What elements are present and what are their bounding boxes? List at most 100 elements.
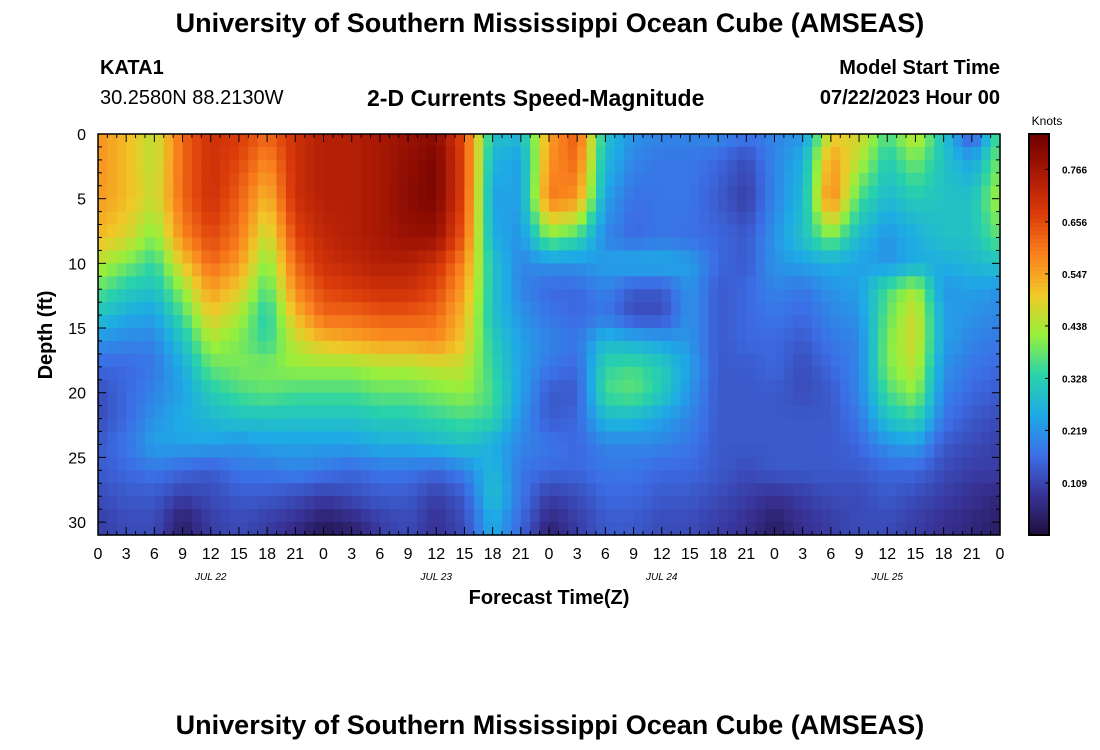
heatmap-cell <box>379 237 390 252</box>
x-tick-label: 3 <box>347 546 356 563</box>
heatmap-cell <box>708 379 719 394</box>
heatmap-cell <box>708 276 719 290</box>
heatmap-cell <box>455 522 466 536</box>
heatmap-cell <box>464 211 475 226</box>
heatmap-cell <box>708 470 719 484</box>
heatmap-cell <box>398 172 409 187</box>
heatmap-cell <box>511 444 522 458</box>
heatmap-cell <box>877 263 888 277</box>
heatmap-cell <box>445 250 456 264</box>
heatmap-cell <box>614 328 625 342</box>
heatmap-cell <box>267 276 278 290</box>
heatmap-cell <box>736 366 747 381</box>
heatmap-cell <box>464 134 475 148</box>
heatmap-cell <box>191 353 202 368</box>
heatmap-cell <box>473 185 484 200</box>
heatmap-cell <box>971 172 982 187</box>
heatmap-cell <box>370 237 381 252</box>
heatmap-cell <box>830 263 841 277</box>
heatmap-cell <box>746 509 757 523</box>
heatmap-cell <box>351 198 362 213</box>
heatmap-cell <box>859 289 870 303</box>
heatmap-cell <box>586 470 597 484</box>
heatmap-cell <box>877 302 888 316</box>
heatmap-cell <box>699 509 710 523</box>
heatmap-cell <box>624 237 635 252</box>
heatmap-cell <box>107 509 118 523</box>
heatmap-cell <box>502 185 513 200</box>
heatmap-cell <box>595 483 606 497</box>
heatmap-cell <box>248 237 259 252</box>
heatmap-cell <box>708 302 719 316</box>
heatmap-cell <box>295 379 306 394</box>
heatmap-cell <box>736 470 747 484</box>
heatmap-cell <box>483 418 494 433</box>
heatmap-cell <box>671 418 682 433</box>
heatmap-cell <box>426 185 437 200</box>
heatmap-cell <box>567 340 578 355</box>
heatmap-cell <box>267 405 278 420</box>
heatmap-cell <box>680 328 691 342</box>
heatmap-cell <box>868 328 879 342</box>
heatmap-cell <box>915 185 926 200</box>
heatmap-cell <box>633 392 644 407</box>
heatmap-cell <box>915 496 926 510</box>
heatmap-cell <box>332 185 343 200</box>
heatmap-cell <box>502 211 513 226</box>
heatmap-cell <box>154 172 165 187</box>
heatmap-cell <box>464 302 475 316</box>
heatmap-cell <box>173 522 184 536</box>
heatmap-cell <box>342 146 353 161</box>
heatmap-cell <box>877 418 888 433</box>
heatmap-cell <box>708 263 719 277</box>
heatmap-cell <box>774 198 785 213</box>
heatmap-cell <box>962 134 973 148</box>
heatmap-cell <box>783 418 794 433</box>
heatmap-cell <box>417 457 428 471</box>
heatmap-cell <box>220 146 231 161</box>
heatmap-cell <box>332 405 343 420</box>
heatmap-cell <box>821 134 832 148</box>
heatmap-cell <box>558 289 569 303</box>
heatmap-cell <box>746 379 757 394</box>
heatmap-cell <box>962 198 973 213</box>
heatmap-cell <box>520 237 531 252</box>
heatmap-cell <box>605 134 616 148</box>
heatmap-cell <box>558 315 569 329</box>
heatmap-cell <box>830 418 841 433</box>
heatmap-cell <box>793 418 804 433</box>
heatmap-cell <box>191 315 202 329</box>
heatmap-cell <box>530 496 541 510</box>
heatmap-cell <box>502 198 513 213</box>
heatmap-cell <box>257 237 268 252</box>
heatmap-cell <box>821 340 832 355</box>
heatmap-cell <box>549 418 559 433</box>
heatmap-cell <box>652 483 663 497</box>
heatmap-cell <box>736 211 747 226</box>
heatmap-cell <box>934 250 945 264</box>
heatmap-cell <box>802 392 813 407</box>
heatmap-cell <box>652 405 663 420</box>
heatmap-cell <box>906 444 917 458</box>
heatmap-cell <box>163 146 174 161</box>
heatmap-cell <box>304 250 315 264</box>
heatmap-cell <box>201 340 212 355</box>
heatmap-cell <box>304 134 315 148</box>
heatmap-cell <box>276 276 287 290</box>
heatmap-cell <box>934 134 945 148</box>
heatmap-cell <box>915 392 926 407</box>
heatmap-cell <box>793 315 804 329</box>
heatmap-cell <box>605 146 616 161</box>
heatmap-cell <box>210 483 221 497</box>
heatmap-cell <box>990 289 1001 303</box>
heatmap-cell <box>229 392 240 407</box>
heatmap-cell <box>765 263 776 277</box>
colorbar-swatch <box>1029 342 1049 348</box>
heatmap-cell <box>304 353 315 368</box>
heatmap-cell <box>718 276 729 290</box>
heatmap-cell <box>238 457 249 471</box>
heatmap-cell <box>868 289 879 303</box>
heatmap-cell <box>567 224 578 239</box>
heatmap-cell <box>915 211 926 226</box>
heatmap-cell <box>812 289 823 303</box>
